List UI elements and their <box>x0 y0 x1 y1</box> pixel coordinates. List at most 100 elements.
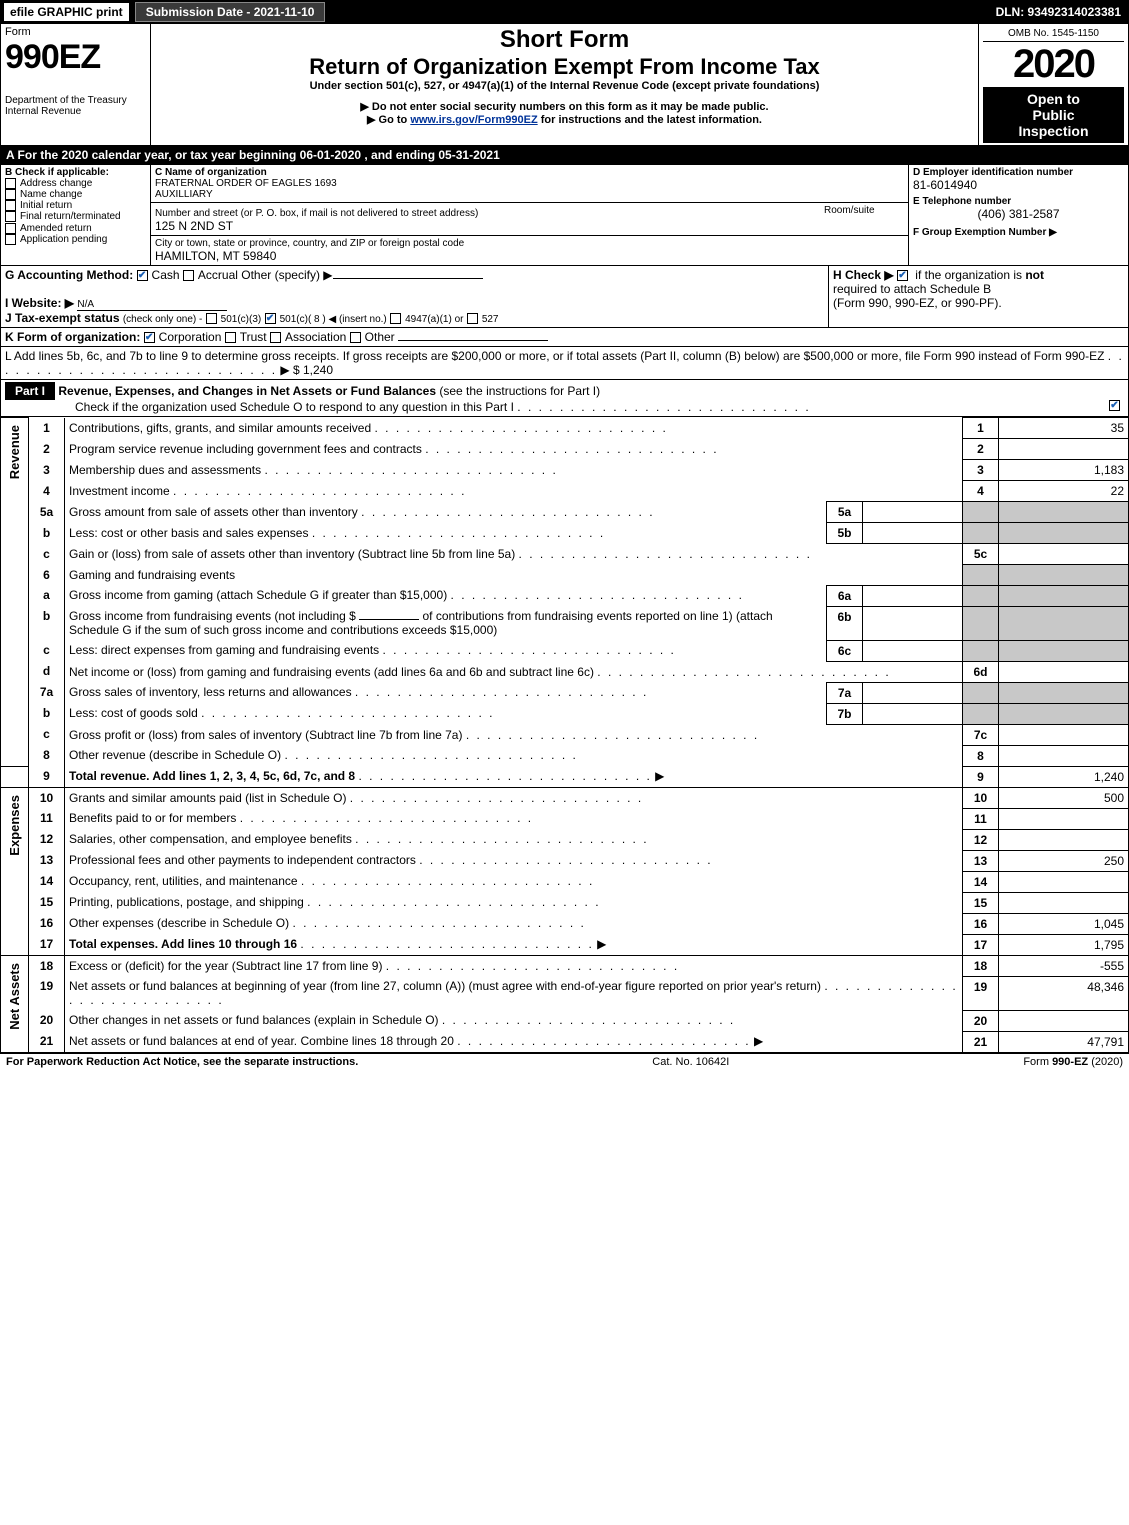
open-line3: Inspection <box>987 123 1120 139</box>
h-not: not <box>1025 268 1044 282</box>
top-bar: efile GRAPHIC print Submission Date - 20… <box>0 0 1129 24</box>
line-k-block: K Form of organization: Corporation Trus… <box>0 328 1129 347</box>
footer-right-pre: Form <box>1023 1056 1052 1068</box>
line-k-label: K Form of organization: <box>5 330 140 344</box>
part1-title-tail: (see the instructions for Part I) <box>439 384 600 398</box>
j-501c3-checkbox[interactable] <box>206 313 217 324</box>
section-label: Revenue <box>5 421 24 483</box>
line-row: 15Printing, publications, postage, and s… <box>1 892 1129 913</box>
phone-value: (406) 381-2587 <box>913 207 1124 221</box>
h-tail3: (Form 990, 990-EZ, or 990-PF). <box>833 296 1002 310</box>
part1-title: Revenue, Expenses, and Changes in Net As… <box>58 384 436 398</box>
line-row: Net Assets18Excess or (deficit) for the … <box>1 955 1129 976</box>
line-k-option: Other <box>350 330 398 344</box>
accrual-label: Accrual <box>198 268 238 282</box>
k-checkbox[interactable] <box>270 332 281 343</box>
line-row: Expenses10Grants and similar amounts pai… <box>1 787 1129 808</box>
box-b-checkbox[interactable] <box>5 223 16 234</box>
g-h-block: G Accounting Method: Cash Accrual Other … <box>0 266 1129 328</box>
period-a: A For the 2020 calendar year, or tax yea… <box>0 146 1129 164</box>
line-l-arrow: ▶ $ <box>280 363 303 377</box>
street-value: 125 N 2ND ST <box>155 219 233 233</box>
cash-checkbox[interactable] <box>137 270 148 281</box>
j-501c-checkbox[interactable] <box>265 313 276 324</box>
dln-label: DLN: 93492314023381 <box>996 5 1129 19</box>
line-row: bGross income from fundraising events (n… <box>1 606 1129 640</box>
lines-table: Revenue1Contributions, gifts, grants, an… <box>0 417 1129 1053</box>
line-k-option: Corporation <box>144 330 225 344</box>
box-e-label: E Telephone number <box>913 196 1124 207</box>
box-b-checkbox[interactable] <box>5 211 16 222</box>
box-b-checkbox[interactable] <box>5 200 16 211</box>
line-row: 8Other revenue (describe in Schedule O) … <box>1 745 1129 766</box>
goto-tail: for instructions and the latest informat… <box>541 114 762 126</box>
k-checkbox[interactable] <box>350 332 361 343</box>
line-row: 2Program service revenue including gover… <box>1 439 1129 460</box>
open-to-public: Open to Public Inspection <box>983 87 1124 143</box>
box-b-option: Amended return <box>5 223 146 234</box>
box-c-label: C Name of organization <box>155 167 904 178</box>
part1-label: Part I <box>5 382 55 400</box>
org-name-1: FRATERNAL ORDER OF EAGLES 1693 <box>155 178 904 189</box>
footer-mid: Cat. No. 10642I <box>652 1056 729 1068</box>
line-row: cGain or (loss) from sale of assets othe… <box>1 544 1129 565</box>
line-k-option: Trust <box>225 330 270 344</box>
submission-date: Submission Date - 2021-11-10 <box>135 2 326 22</box>
k-checkbox[interactable] <box>144 332 155 343</box>
ein-value: 81-6014940 <box>913 178 1124 192</box>
form-number: 990EZ <box>5 38 146 77</box>
j-501c-label: 501(c)( 8 ) ◀ (insert no.) <box>280 314 387 325</box>
h-tail1: if the organization is <box>915 268 1025 282</box>
h-checkbox[interactable] <box>897 270 908 281</box>
irs-link[interactable]: www.irs.gov/Form990EZ <box>410 114 537 126</box>
k-checkbox[interactable] <box>225 332 236 343</box>
goto-prefix: ▶ Go to <box>367 114 410 126</box>
footer-right-post: (2020) <box>1091 1056 1123 1068</box>
page-footer: For Paperwork Reduction Act Notice, see … <box>0 1053 1129 1070</box>
line-row: 14Occupancy, rent, utilities, and mainte… <box>1 871 1129 892</box>
part1-scho-checkbox[interactable] <box>1109 400 1120 411</box>
efile-label: efile GRAPHIC print <box>4 3 129 21</box>
line-row: 7aGross sales of inventory, less returns… <box>1 682 1129 703</box>
city-label: City or town, state or province, country… <box>155 238 904 249</box>
box-b-checkbox[interactable] <box>5 234 16 245</box>
line-k-option: Association <box>270 330 350 344</box>
box-d-label: D Employer identification number <box>913 167 1124 178</box>
box-b-checkbox[interactable] <box>5 178 16 189</box>
part1-checkline: Check if the organization used Schedule … <box>75 400 514 414</box>
section-label: Expenses <box>5 791 24 860</box>
street-label: Number and street (or P. O. box, if mail… <box>155 208 478 219</box>
line-h-label: H Check ▶ <box>833 268 894 282</box>
box-b-label: B Check if applicable: <box>5 167 146 178</box>
line-l-block: L Add lines 5b, 6c, and 7b to line 9 to … <box>0 347 1129 380</box>
dept-label: Department of the Treasury <box>5 95 146 106</box>
footer-left: For Paperwork Reduction Act Notice, see … <box>6 1056 358 1068</box>
box-f-label: F Group Exemption Number ▶ <box>913 227 1124 238</box>
goto-line: ▶ Go to www.irs.gov/Form990EZ for instru… <box>155 113 974 126</box>
k-other-input[interactable] <box>398 340 548 341</box>
accrual-checkbox[interactable] <box>183 270 194 281</box>
line-row: 11Benefits paid to or for members 11 <box>1 808 1129 829</box>
website-value: N/A <box>77 299 227 311</box>
line-row: bLess: cost of goods sold 7b <box>1 703 1129 724</box>
line-row: 19Net assets or fund balances at beginni… <box>1 976 1129 1010</box>
j-4947-checkbox[interactable] <box>390 313 401 324</box>
box-b-option: Final return/terminated <box>5 211 146 222</box>
other-label: Other (specify) ▶ <box>241 268 332 282</box>
j-4947-label: 4947(a)(1) or <box>405 314 463 325</box>
irs-label: Internal Revenue <box>5 106 146 117</box>
line-row: 3Membership dues and assessments 31,183 <box>1 460 1129 481</box>
other-specify-input[interactable] <box>333 278 483 279</box>
room-label: Room/suite <box>824 205 904 216</box>
under-section: Under section 501(c), 527, or 4947(a)(1)… <box>155 80 974 92</box>
j-527-checkbox[interactable] <box>467 313 478 324</box>
contrib-amount-input[interactable] <box>359 619 419 620</box>
box-b-checkbox[interactable] <box>5 189 16 200</box>
line-row: 12Salaries, other compensation, and empl… <box>1 829 1129 850</box>
dots-icon <box>517 400 810 414</box>
h-tail2: required to attach Schedule B <box>833 282 991 296</box>
box-b-option: Initial return <box>5 200 146 211</box>
part1-header: Part I Revenue, Expenses, and Changes in… <box>0 380 1129 417</box>
line-row: aGross income from gaming (attach Schedu… <box>1 585 1129 606</box>
line-row: 9Total revenue. Add lines 1, 2, 3, 4, 5c… <box>1 766 1129 787</box>
